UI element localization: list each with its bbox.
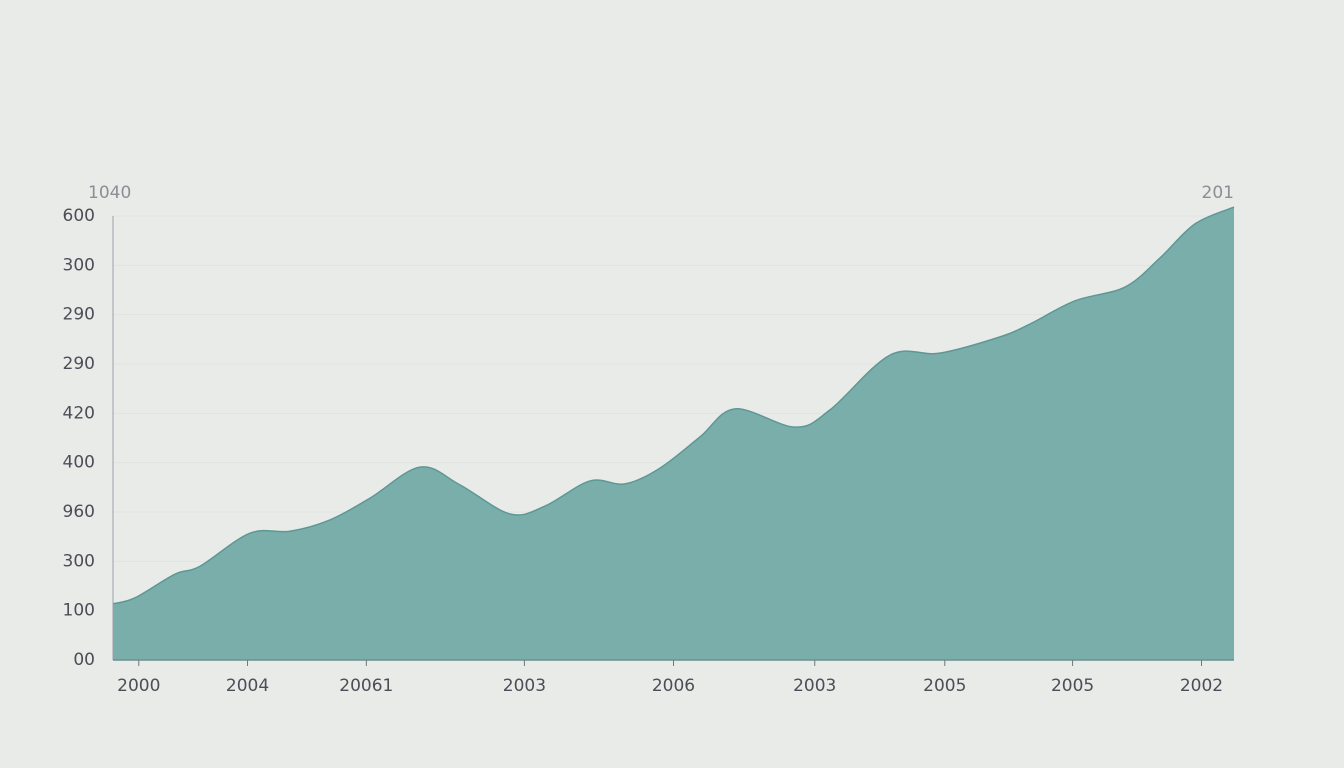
y-tick-label: 420 (63, 403, 95, 423)
area (113, 207, 1234, 660)
y-tick-label: 00 (73, 650, 95, 670)
y-tick-label: 300 (63, 551, 95, 571)
y-tick-label: 290 (63, 354, 95, 374)
x-tick-label: 20061 (339, 676, 393, 696)
y-tick-label: 600 (63, 206, 95, 226)
x-tick-label: 2005 (923, 676, 966, 696)
y-tick-label: 400 (63, 453, 95, 473)
y-tick-label: 290 (63, 305, 95, 325)
x-tick-label: 2005 (1051, 676, 1094, 696)
x-tick-label: 2004 (226, 676, 269, 696)
x-tick-label: 2000 (117, 676, 160, 696)
x-tick-label: 2006 (652, 676, 695, 696)
x-tick-label: 2003 (793, 676, 836, 696)
x-tick-label: 2002 (1180, 676, 1223, 696)
y-tick-label: 960 (63, 502, 95, 522)
y-tick-label: 100 (63, 601, 95, 621)
annotation: 1040 (88, 183, 131, 203)
area-line (112, 206, 1235, 605)
annotation: 201 (1202, 183, 1234, 203)
y-tick-label: 300 (63, 255, 95, 275)
x-tick-label: 2003 (503, 676, 546, 696)
